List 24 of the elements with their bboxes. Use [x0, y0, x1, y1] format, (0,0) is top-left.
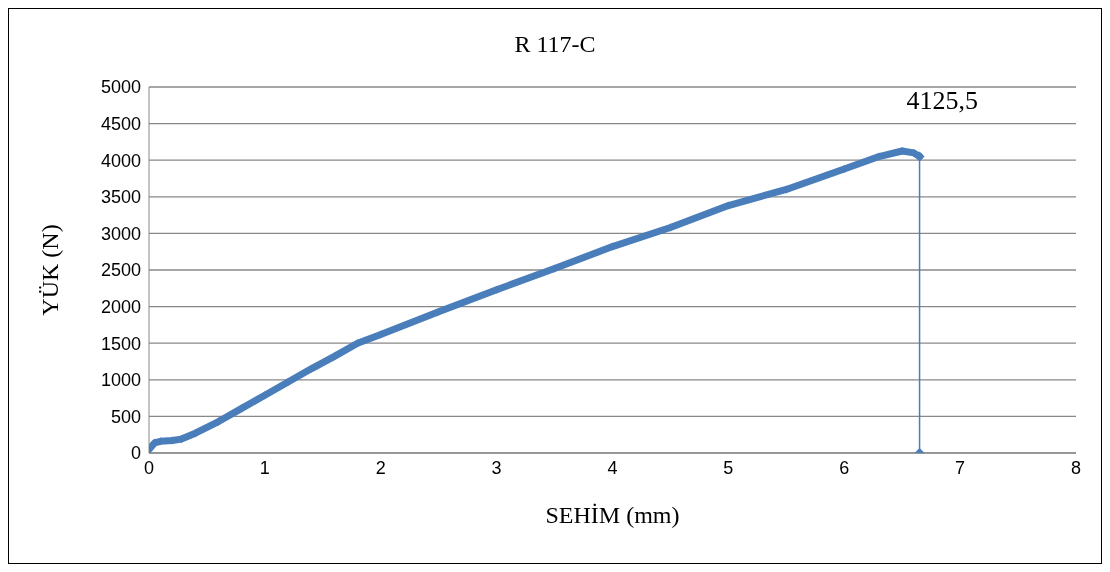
x-tick-label: 8	[1070, 457, 1082, 478]
x-tick-label: 2	[375, 457, 386, 478]
y-tick-label: 3000	[100, 223, 141, 244]
y-axis-title: YÜK (N)	[36, 224, 63, 316]
x-tick-label: 6	[839, 457, 850, 478]
y-tick-label: 2000	[100, 296, 141, 317]
x-tick-label: 3	[491, 457, 502, 478]
y-tick-label: 4000	[100, 150, 141, 171]
x-tick-label: 7	[955, 457, 966, 478]
chart-title: R 117-C	[513, 31, 597, 58]
annotation: 4125,5	[906, 86, 978, 116]
x-axis-title: SEHİM (mm)	[545, 502, 680, 528]
y-tick-label: 4500	[100, 113, 141, 134]
y-tick-label: 1000	[100, 370, 141, 391]
y-tick-label: 2500	[100, 260, 141, 281]
y-tick-label: 0	[130, 443, 141, 464]
y-tick-label: 5000	[100, 77, 141, 98]
x-tick-label: 5	[723, 457, 734, 478]
x-tick-label: 0	[143, 457, 155, 478]
y-tick-label: 3500	[100, 187, 141, 208]
y-tick-label: 500	[110, 406, 141, 427]
x-tick-label: 1	[259, 457, 270, 478]
y-tick-label: 1500	[100, 333, 141, 354]
x-tick-label: 4	[607, 457, 618, 478]
